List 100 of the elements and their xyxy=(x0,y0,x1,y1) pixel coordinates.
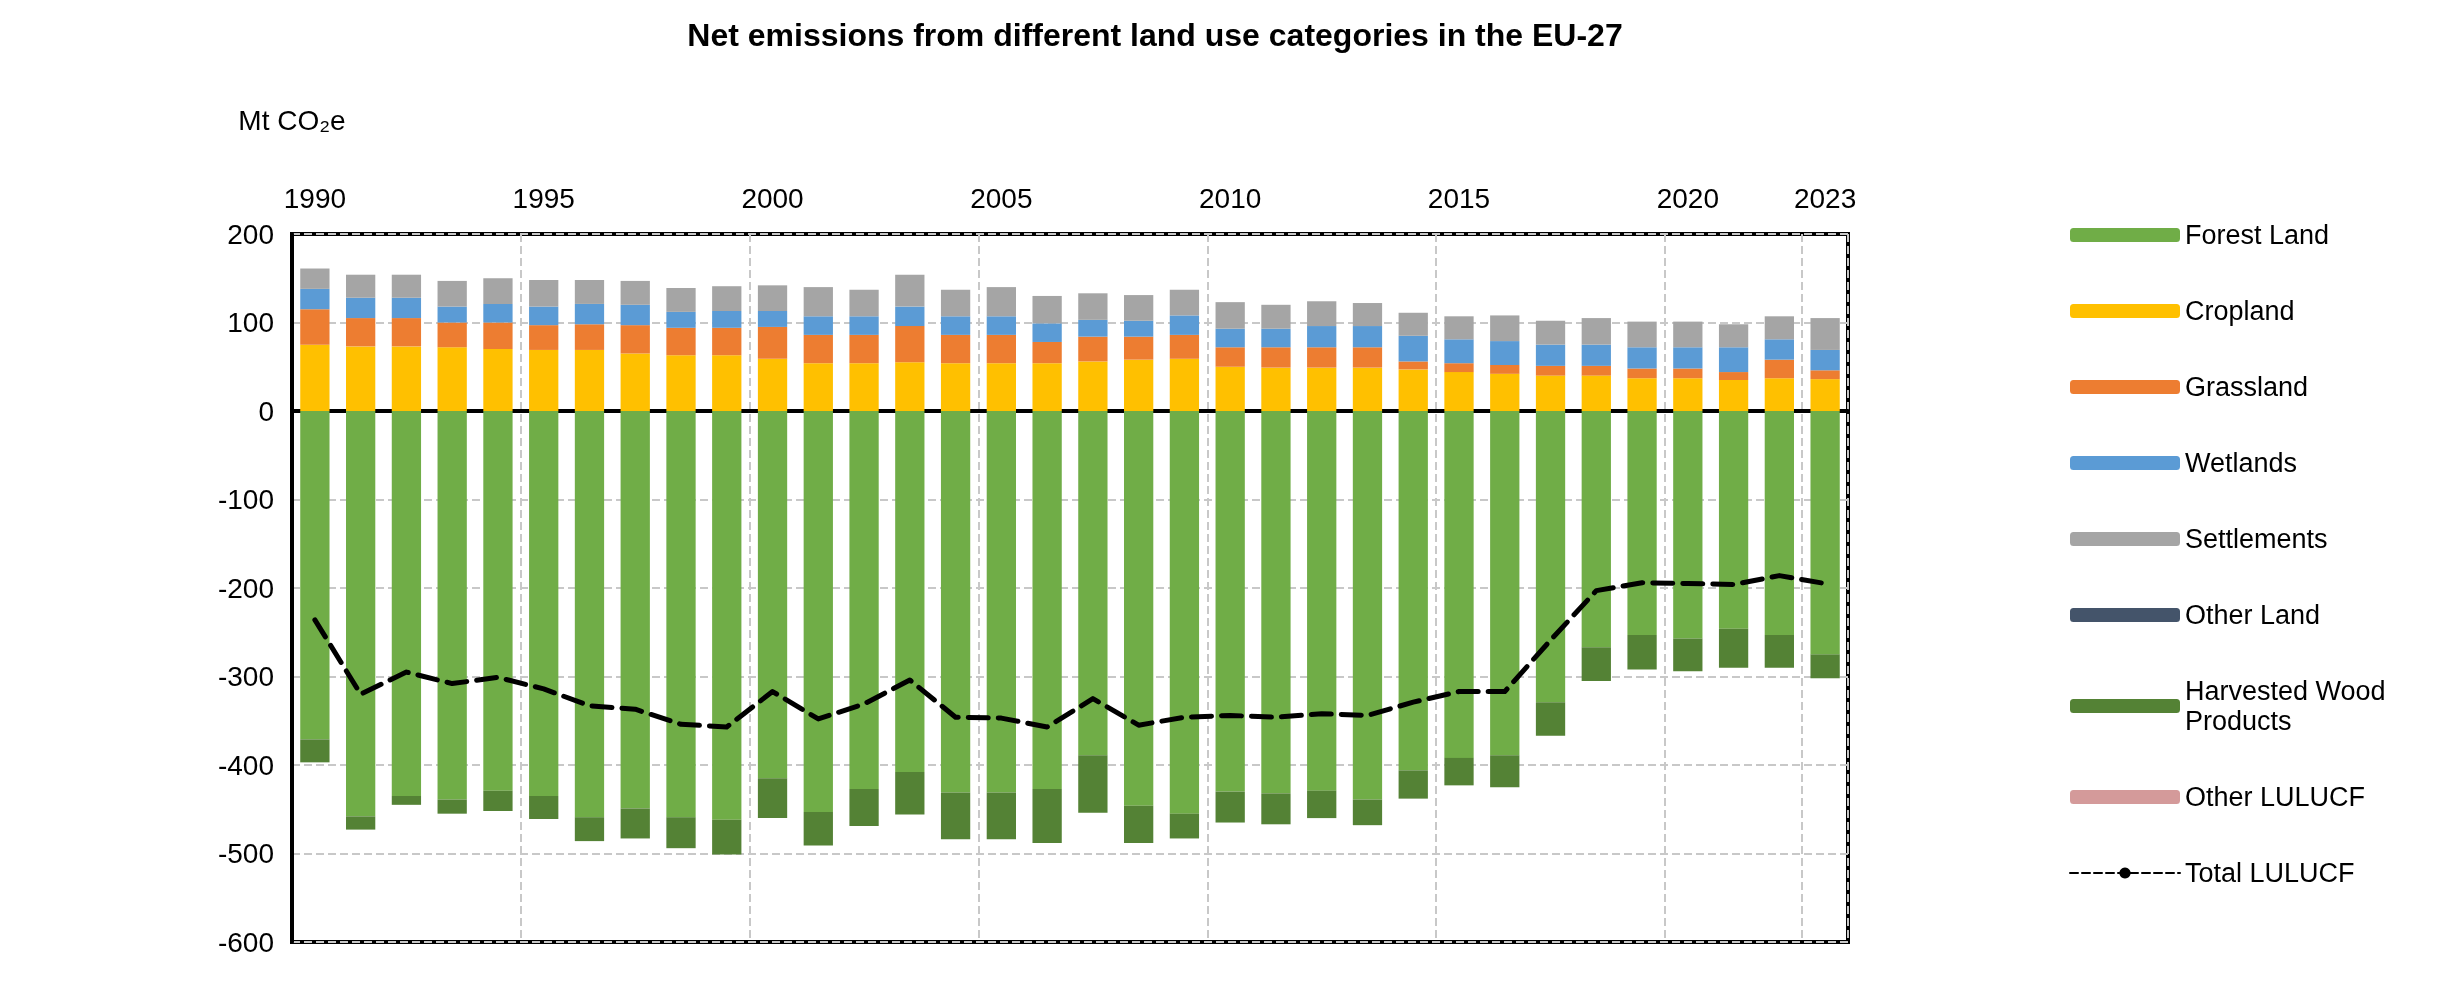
x-tick-label: 1990 xyxy=(283,182,347,214)
bar xyxy=(986,363,1016,411)
bar xyxy=(940,334,971,364)
y-tick-label: -500 xyxy=(217,838,274,869)
bar xyxy=(1261,367,1291,411)
bar xyxy=(1215,347,1245,367)
bar xyxy=(1032,411,1062,789)
bar xyxy=(849,363,879,411)
bar xyxy=(391,411,422,796)
bar xyxy=(1627,411,1657,635)
bar xyxy=(1490,341,1520,365)
bar xyxy=(803,287,833,317)
bar xyxy=(1490,373,1520,411)
bar xyxy=(300,411,330,740)
bar xyxy=(1352,367,1383,411)
bar xyxy=(346,346,376,411)
bar xyxy=(1307,367,1337,411)
bar xyxy=(712,411,742,820)
bar xyxy=(757,311,788,327)
bar xyxy=(483,349,513,411)
bar xyxy=(1352,411,1383,800)
y-tick-label: 100 xyxy=(227,307,274,338)
bar xyxy=(1307,790,1337,819)
bar xyxy=(757,326,788,359)
bar xyxy=(1215,302,1245,329)
y-tick-label: 200 xyxy=(227,218,274,250)
bar xyxy=(986,316,1016,335)
bar xyxy=(1261,304,1291,329)
bar xyxy=(712,355,742,411)
bar xyxy=(1032,363,1062,411)
bar xyxy=(1352,303,1383,327)
bar xyxy=(1307,347,1337,368)
bar xyxy=(1718,411,1749,629)
bar xyxy=(1169,289,1200,316)
bar xyxy=(1444,411,1474,758)
bar xyxy=(1078,319,1108,337)
bar xyxy=(666,817,696,849)
bar xyxy=(1673,321,1703,348)
bar xyxy=(1444,339,1474,364)
bar xyxy=(1490,315,1520,342)
y-tick-label: 0 xyxy=(258,395,274,427)
bar xyxy=(1261,328,1291,348)
bar xyxy=(1673,347,1703,369)
bar xyxy=(1307,411,1337,791)
bar xyxy=(1124,336,1154,360)
bar xyxy=(1673,411,1703,639)
bar xyxy=(1215,366,1245,411)
bar xyxy=(483,322,513,350)
bar xyxy=(1627,634,1657,670)
bar xyxy=(895,772,925,815)
bar xyxy=(391,297,422,319)
bar xyxy=(1764,634,1794,668)
bar xyxy=(620,325,650,354)
bar xyxy=(574,303,605,325)
bar xyxy=(895,306,925,327)
bar xyxy=(1764,316,1794,340)
legend-label: Forest Land xyxy=(2185,220,2330,250)
bar xyxy=(1032,295,1062,324)
bar xyxy=(1444,372,1474,411)
bar xyxy=(300,268,330,289)
bar xyxy=(1078,336,1108,362)
bar xyxy=(574,817,605,842)
bar xyxy=(986,334,1016,364)
bar xyxy=(1169,813,1200,839)
bar xyxy=(391,346,422,411)
bar xyxy=(895,411,925,773)
bar xyxy=(483,411,513,791)
bar xyxy=(1444,363,1474,373)
bar xyxy=(1215,411,1245,792)
bar xyxy=(1398,770,1428,799)
bar xyxy=(1078,293,1108,320)
bar xyxy=(483,303,513,323)
bar xyxy=(986,792,1016,840)
x-tick-label: 2000 xyxy=(741,182,804,214)
bar xyxy=(437,280,467,307)
bar xyxy=(346,318,376,347)
legend-label: Settlements xyxy=(2185,524,2328,554)
bar xyxy=(1673,378,1703,411)
bar xyxy=(1718,628,1749,668)
bar xyxy=(1627,347,1657,369)
y-tick-label: -600 xyxy=(217,926,274,958)
y-axis-title: Mt CO₂e xyxy=(238,104,346,136)
bar xyxy=(1124,411,1154,806)
bar xyxy=(1398,361,1428,370)
bar xyxy=(1078,755,1108,813)
bar xyxy=(1810,379,1840,411)
bar xyxy=(895,362,925,411)
bar xyxy=(1810,411,1840,655)
legend-label: Wetlands xyxy=(2185,448,2298,478)
bar xyxy=(529,325,559,350)
bar xyxy=(1581,318,1611,345)
bar xyxy=(803,316,833,335)
bar xyxy=(940,411,971,793)
y-tick-label: -100 xyxy=(217,484,274,515)
bar xyxy=(757,778,788,819)
bar xyxy=(1307,326,1337,348)
bar xyxy=(437,347,467,411)
bar xyxy=(391,318,422,347)
bar xyxy=(483,278,513,304)
bar xyxy=(1490,411,1520,756)
